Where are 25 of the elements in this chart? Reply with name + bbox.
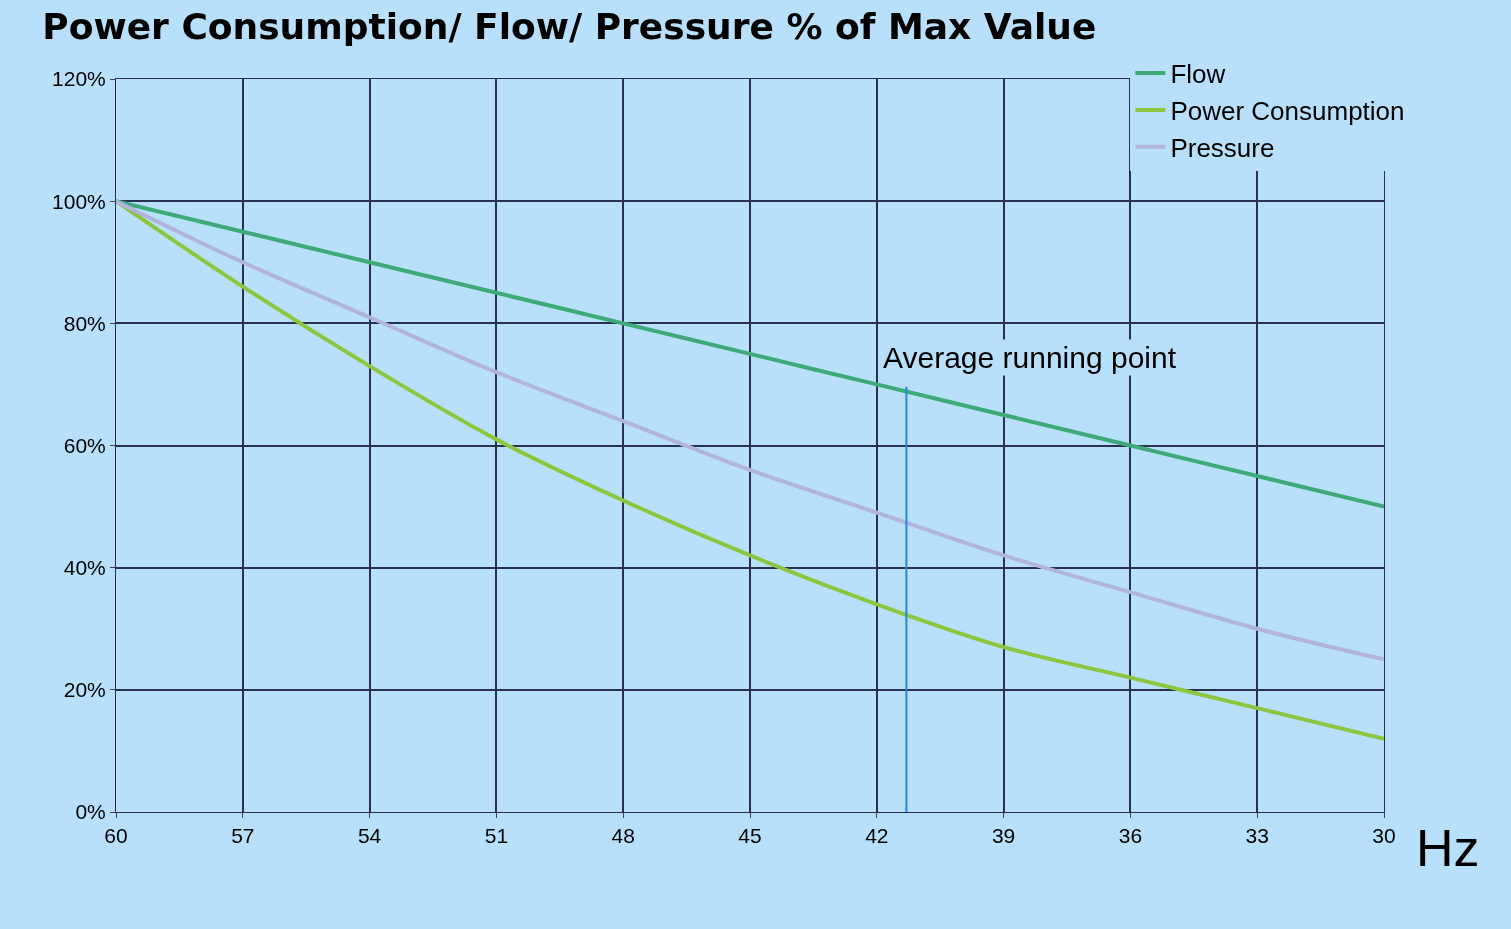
y-tick-label: 60%: [63, 433, 106, 457]
chart-title: Power Consumption/ Flow/ Pressure % of Max Value: [42, 6, 1097, 48]
x-tick-label: 33: [1245, 824, 1269, 848]
line-series: [116, 199, 1384, 509]
x-tick-label: 45: [738, 824, 762, 848]
x-tick-label: 39: [991, 824, 1016, 848]
x-tick-label: 42: [865, 824, 889, 848]
y-tick-label: 0%: [75, 800, 106, 824]
x-tick-label: 54: [357, 824, 382, 848]
x-tick-label: 36: [1118, 824, 1143, 848]
y-tick-label: 80%: [63, 311, 106, 335]
y-tick-label: 100%: [52, 189, 106, 213]
x-tick-label: 30: [1372, 824, 1396, 848]
x-tick-label: 51: [484, 824, 509, 848]
legend-label: Pressure: [1170, 132, 1275, 163]
x-axis-title: Hz: [1416, 819, 1480, 877]
legend-label: Power Consumption: [1170, 96, 1405, 127]
ref-line-label: Average running point: [883, 341, 1177, 374]
y-tick-label: 120%: [52, 67, 106, 91]
y-tick-label: 40%: [63, 556, 106, 580]
y-tick-label: 20%: [63, 678, 106, 702]
legend-label: Flow: [1170, 59, 1226, 90]
x-tick-label: 57: [231, 824, 255, 848]
x-tick-label: 60: [104, 824, 128, 848]
x-tick-label: 48: [611, 824, 635, 848]
